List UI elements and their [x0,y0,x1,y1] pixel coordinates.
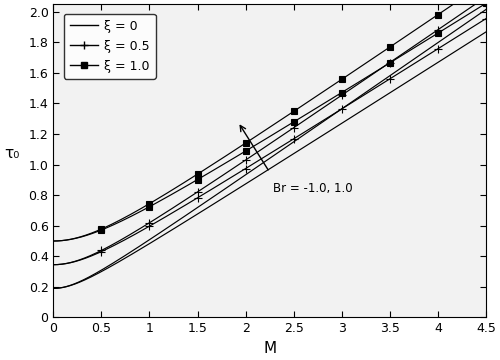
Legend: ξ = 0, ξ = 0.5, ξ = 1.0: ξ = 0, ξ = 0.5, ξ = 1.0 [64,14,156,79]
Text: Br = -1.0, 1.0: Br = -1.0, 1.0 [272,182,352,195]
Y-axis label: τ₀: τ₀ [4,146,20,161]
X-axis label: M: M [263,341,276,356]
